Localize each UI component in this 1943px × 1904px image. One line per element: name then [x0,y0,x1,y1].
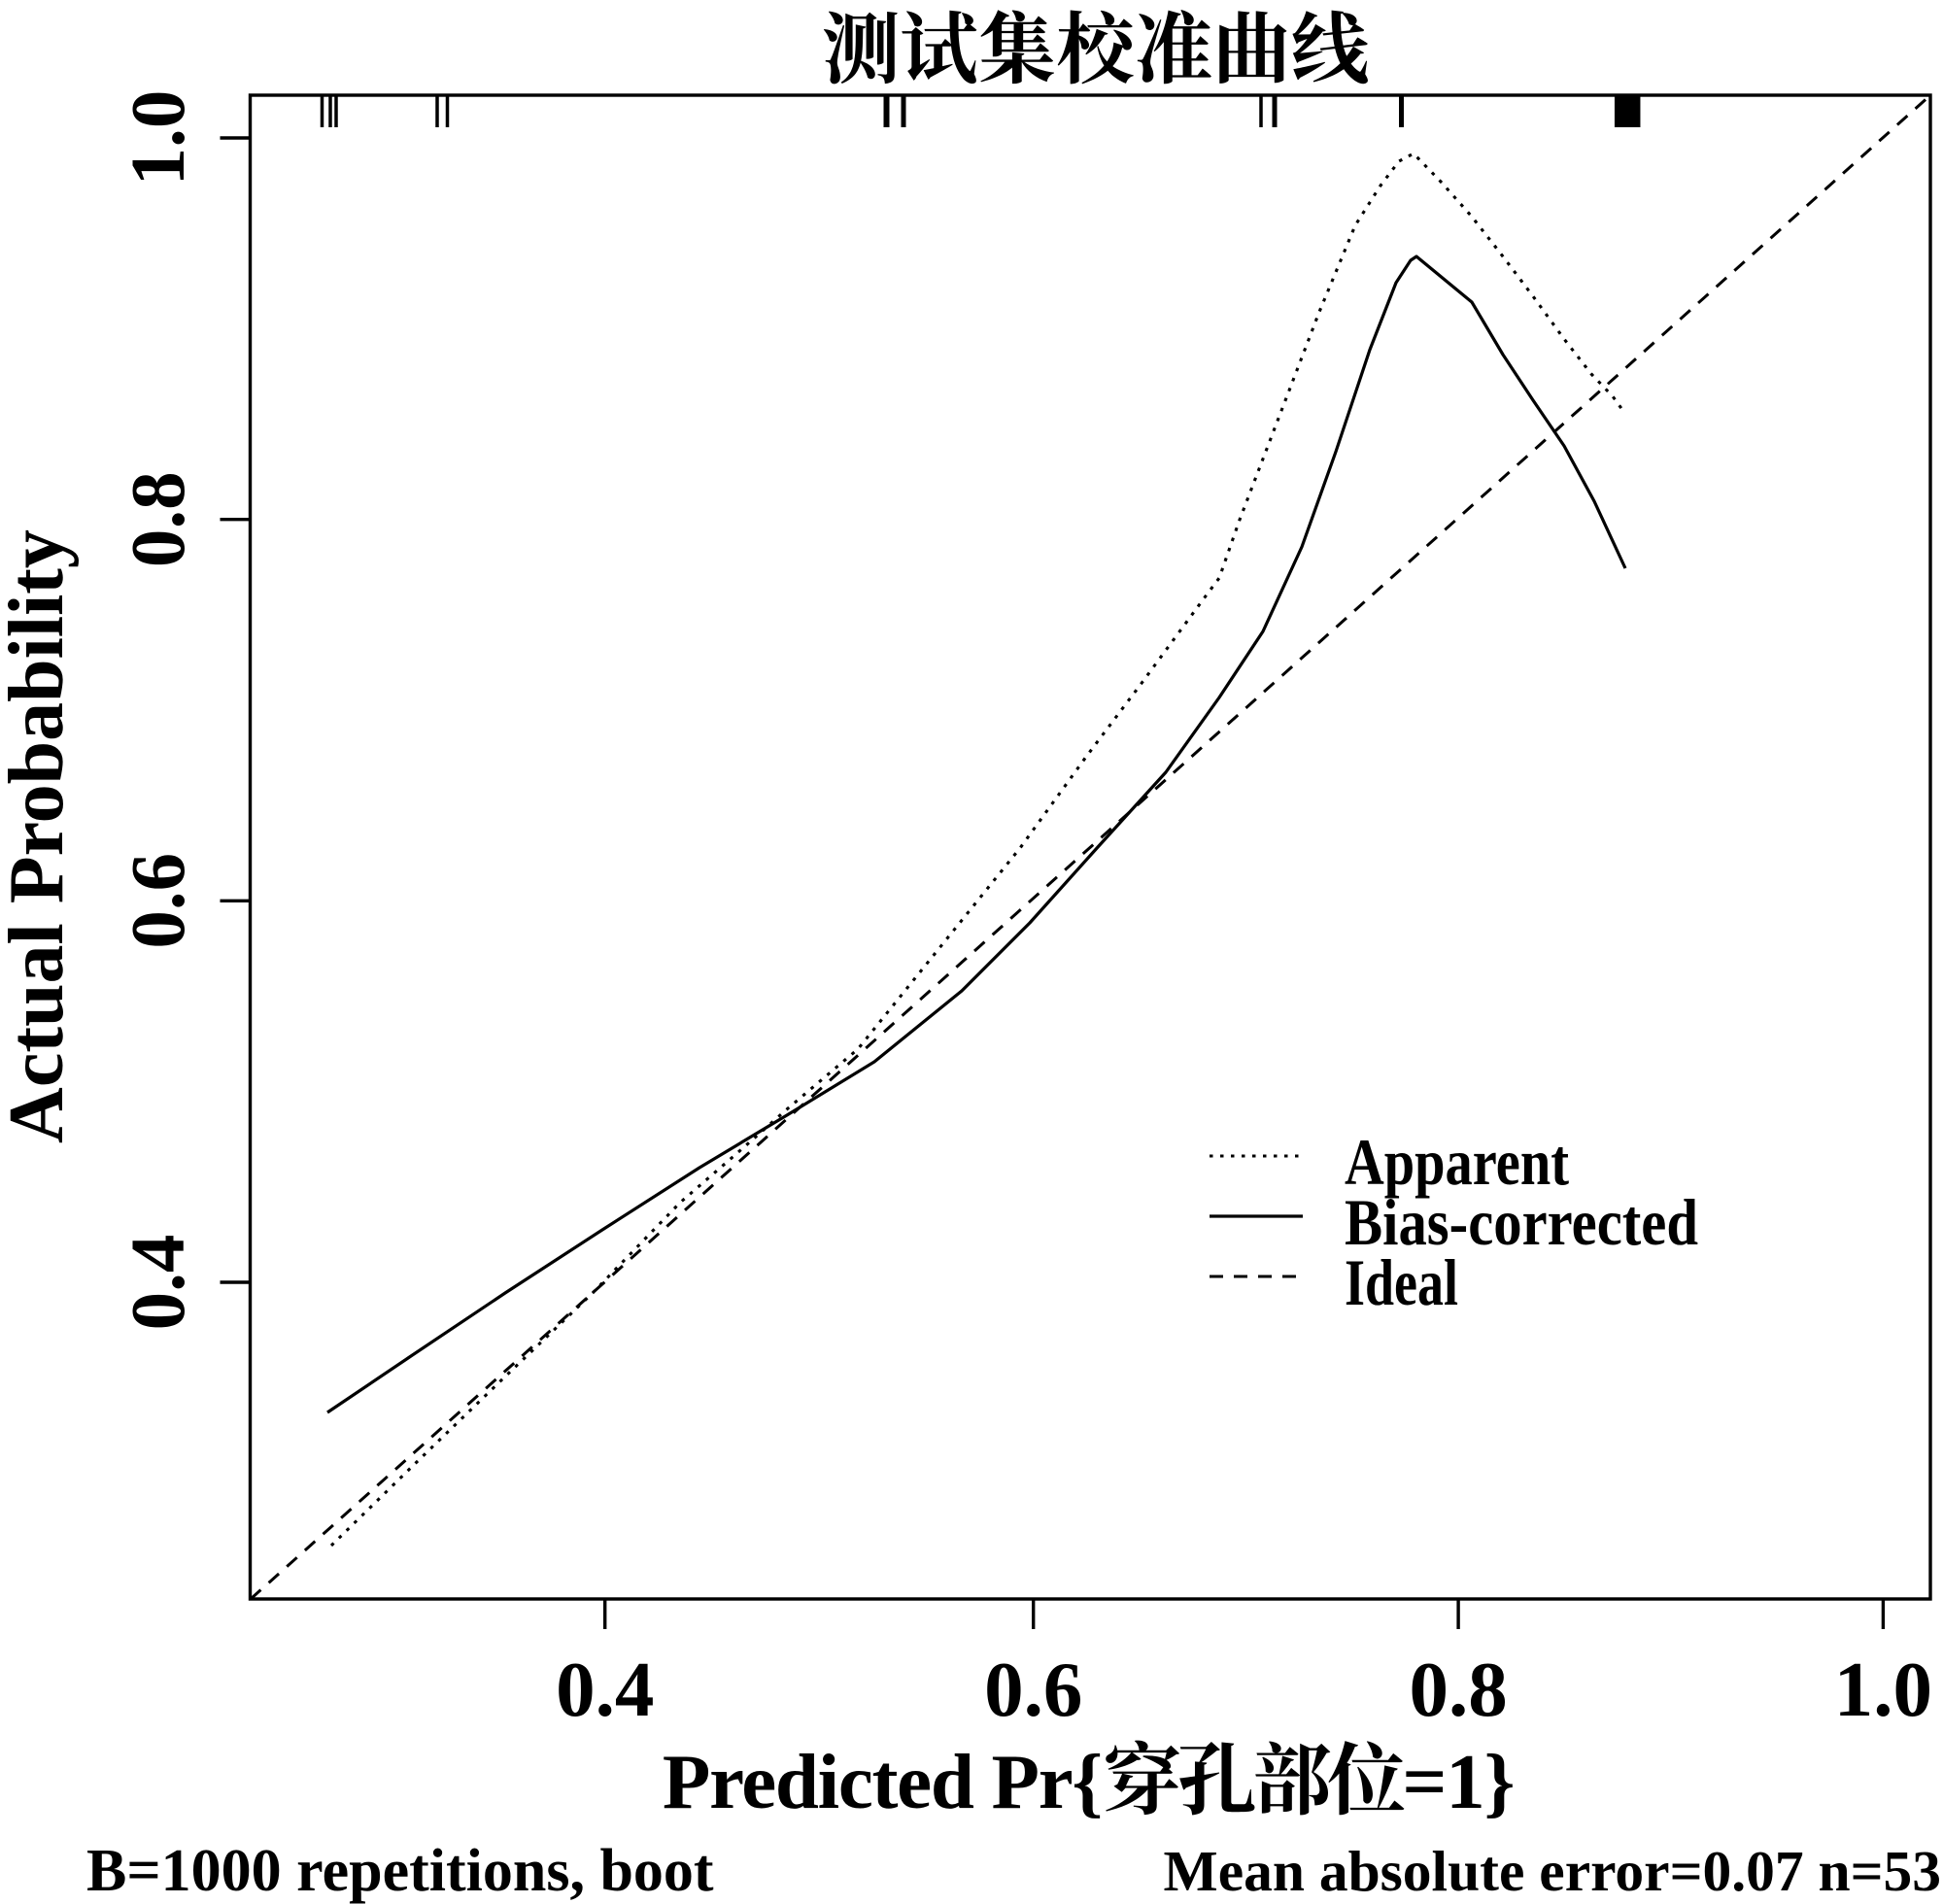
svg-text:1.0: 1.0 [117,90,201,187]
svg-text:0.8: 0.8 [117,471,201,567]
svg-text:0.4: 0.4 [117,1235,201,1331]
svg-text:Actual Probability: Actual Probability [0,529,80,1143]
svg-text:Ideal: Ideal [1345,1245,1458,1319]
svg-text:0.6: 0.6 [117,853,201,949]
svg-text:Predicted Pr{: Predicted Pr{ [663,1738,1102,1825]
svg-text:0.6: 0.6 [984,1646,1082,1733]
svg-text:1.0: 1.0 [1834,1646,1932,1733]
svg-text:B=1000 repetitions, boot: B=1000 repetitions, boot [86,1838,714,1904]
svg-text:Apparent: Apparent [1345,1125,1569,1199]
svg-text:0.8: 0.8 [1409,1646,1507,1733]
svg-text:=1}: =1} [1402,1738,1514,1825]
svg-text:0.4: 0.4 [556,1646,654,1733]
svg-text:Bias-corrected: Bias-corrected [1345,1185,1698,1259]
svg-text:Mean absolute error=0.07 n=53: Mean absolute error=0.07 n=53 [1164,1839,1941,1903]
